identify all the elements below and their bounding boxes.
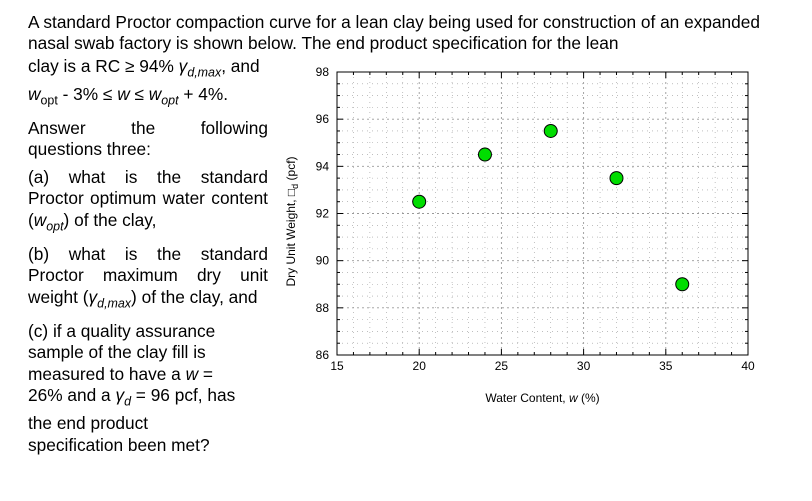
chart-tick-labels: 15 20 25 30 35 40 86 88 90 92 94 96 98 xyxy=(316,65,755,373)
y-axis-title: Dry Unit Weight, □d (pcf) xyxy=(284,156,300,286)
answer-line-2: questions three: xyxy=(28,139,151,160)
y-tick-label: 98 xyxy=(316,65,330,79)
x-tick-label: 40 xyxy=(741,359,755,373)
question-b: (b) what is the standard Proctor maximum… xyxy=(28,243,268,311)
spec-line-2: wopt - 3% ≤ w ≤ wopt + 4%. xyxy=(28,83,229,108)
y-tick-label: 90 xyxy=(316,254,330,268)
data-point xyxy=(609,171,624,186)
data-point xyxy=(675,277,690,292)
chart-grid xyxy=(337,72,748,355)
y-tick-label: 96 xyxy=(316,112,330,126)
y-tick-label: 94 xyxy=(316,159,330,173)
y-tick-label: 86 xyxy=(316,348,330,362)
data-point xyxy=(477,147,492,162)
y-tick-label: 92 xyxy=(316,207,330,221)
y-tick-label: 88 xyxy=(316,301,330,315)
x-tick-label: 25 xyxy=(495,359,509,373)
x-tick-label: 35 xyxy=(659,359,673,373)
spec-line-1: clay is a RC ≥ 94% γd,max, and xyxy=(28,56,260,80)
question-a: (a) what is the standard Proctor optimum… xyxy=(28,166,268,234)
compaction-chart: 15 20 25 30 35 40 86 88 90 92 94 96 98 Water Content… xyxy=(284,65,755,405)
problem-questions: clay is a RC ≥ 94% γd,max, and wopt - 3%… xyxy=(28,56,268,456)
x-tick-label: 15 xyxy=(330,359,344,373)
data-point xyxy=(543,123,558,138)
problem-intro: A standard Proctor compaction curve for … xyxy=(28,12,761,53)
chart-points xyxy=(412,123,690,292)
x-tick-label: 30 xyxy=(577,359,591,373)
data-point xyxy=(412,194,427,209)
x-axis-title: Water Content, w (%) xyxy=(485,391,599,405)
chart-ticks xyxy=(336,71,749,356)
x-tick-label: 20 xyxy=(413,359,427,373)
answer-line-1: Answer the following xyxy=(28,117,268,138)
question-c: (c) if a quality assurance sample of the… xyxy=(28,320,236,455)
